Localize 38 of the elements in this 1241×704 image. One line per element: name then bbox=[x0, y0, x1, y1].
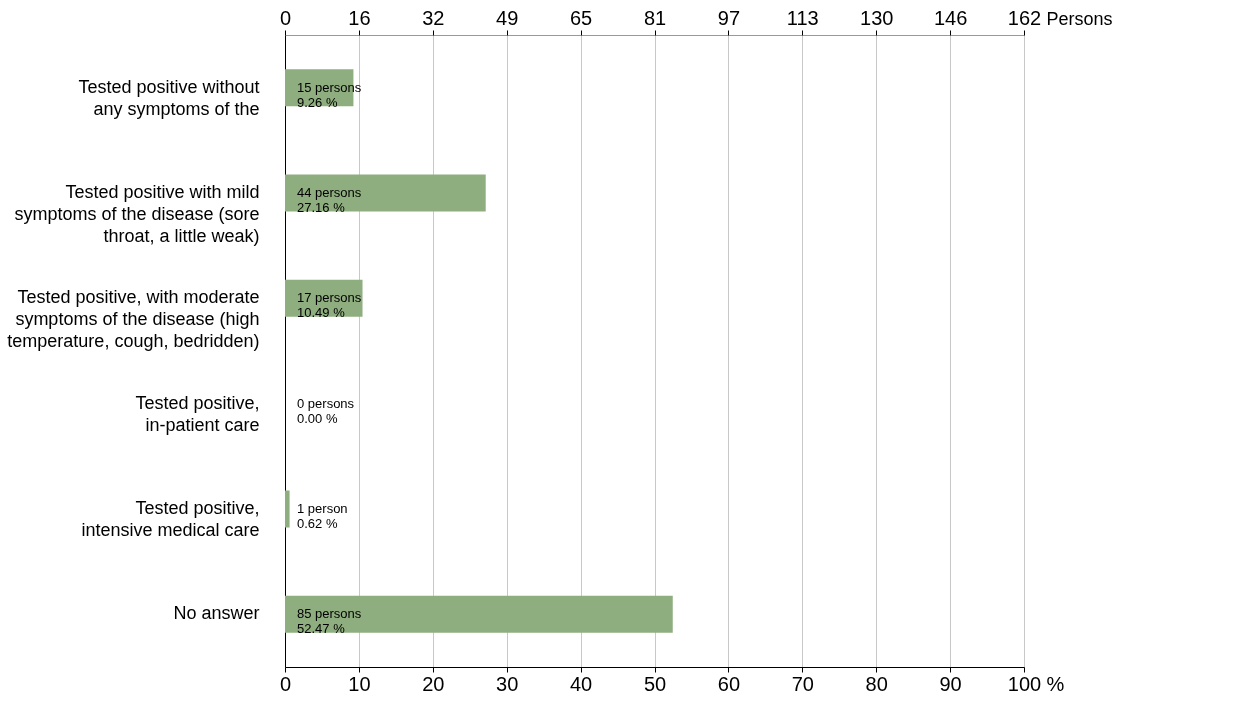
x-tick-label: 80 bbox=[865, 672, 888, 695]
x2-tick-label: 113 bbox=[786, 6, 819, 29]
x2-tick-label: 32 bbox=[422, 6, 445, 29]
x-tick-label: 90 bbox=[939, 672, 962, 695]
x2-tick-label: 130 bbox=[860, 6, 894, 29]
bar bbox=[285, 174, 486, 212]
x-tick-label: 60 bbox=[717, 672, 741, 695]
x-tick-label: 10 bbox=[348, 672, 371, 695]
x2-tick-label: 81 bbox=[643, 6, 667, 29]
x-tick-label: 20 bbox=[422, 672, 445, 695]
x-tick-label: 0 bbox=[279, 672, 292, 695]
x2-tick-label: 146 bbox=[933, 6, 968, 29]
y-tick-label: Tested positive, with moderate symptoms of the disease (high temperature, cough, bedridden) bbox=[7, 287, 260, 352]
x2-axis-title: Persons bbox=[1046, 8, 1113, 29]
x2-tick-label: 97 bbox=[717, 6, 741, 29]
x-tick-label: 100 bbox=[1007, 672, 1042, 695]
y-tick-label: Tested positive, in-patient care bbox=[135, 392, 260, 435]
data-label: 17 persons 10.49 % bbox=[297, 290, 362, 321]
data-label: 1 person 0.62 % bbox=[297, 501, 348, 531]
x2-tick-label: 0 bbox=[279, 6, 292, 29]
y-tick-label: Tested positive, intensive medical care bbox=[81, 498, 260, 540]
bar bbox=[285, 490, 290, 528]
y-tick-label: No answer bbox=[173, 603, 260, 624]
x-tick-label: 30 bbox=[496, 672, 519, 695]
x-tick-label: 40 bbox=[569, 672, 593, 695]
x2-tick-label: 65 bbox=[569, 6, 593, 29]
y-tick-label: Tested positive without any symptoms of the bbox=[78, 76, 260, 119]
y-tick-label: Tested positive with mild symptoms of the disease (sore throat, a little weak) bbox=[14, 182, 260, 246]
data-label: 44 persons 27.16 % bbox=[297, 185, 362, 215]
x-axis-title: % bbox=[1046, 672, 1065, 695]
x-tick-label: 50 bbox=[643, 672, 667, 695]
data-label: 0 persons 0.00 % bbox=[297, 395, 355, 426]
x-tick-label: 70 bbox=[791, 672, 814, 695]
x2-tick-label: 16 bbox=[348, 6, 371, 29]
bar bbox=[285, 595, 673, 633]
x2-tick-label: 49 bbox=[496, 6, 519, 29]
x2-tick-label: 162 bbox=[1007, 6, 1042, 29]
data-label: 85 persons 52.47 % bbox=[297, 606, 362, 637]
